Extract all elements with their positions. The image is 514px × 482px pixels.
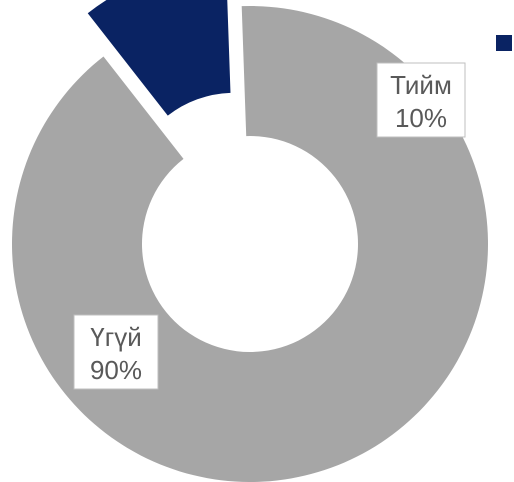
data-label-box [73,314,159,390]
slice-0 [87,0,231,116]
data-label-category: Тийм [390,70,452,100]
chart-legend [496,35,512,51]
legend-marker-0 [496,35,512,51]
data-label-category: Үгүй [90,322,141,352]
data-label-percent: 90% [90,355,142,385]
data-label-box [376,62,466,138]
data-label-percent: 10% [395,103,447,133]
